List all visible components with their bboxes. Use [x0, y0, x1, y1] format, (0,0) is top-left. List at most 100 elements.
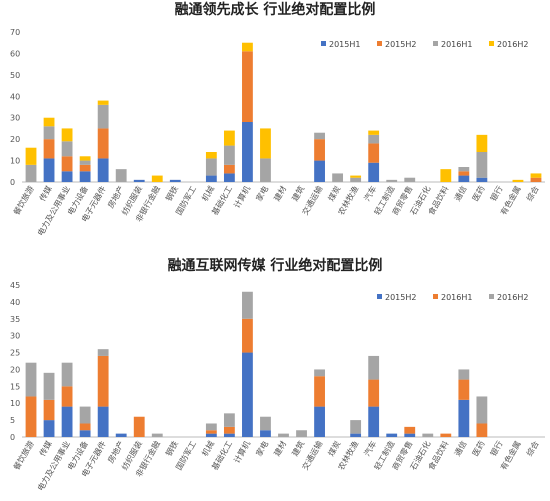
legend-swatch [377, 294, 382, 299]
x-tick-label: 机械 [199, 439, 216, 458]
x-tick-label: 通信 [452, 439, 469, 458]
bar-segment [368, 406, 380, 437]
bar-segment [404, 426, 416, 434]
y-tick-label: 30 [10, 332, 20, 341]
y-tick-label: 20 [10, 135, 20, 144]
bar-segment [151, 433, 163, 437]
bar-segment [223, 433, 235, 437]
bar-segment [242, 122, 253, 182]
bar-segment [25, 164, 37, 182]
bar-segment [115, 433, 127, 437]
x-tick-label: 传媒 [37, 184, 54, 203]
bar-segment [43, 158, 55, 182]
bar-segment [476, 177, 488, 182]
bar-segment [260, 128, 271, 159]
bar-segment [314, 406, 325, 437]
chart-title: 融通领先成长 行业绝对配置比例 [175, 1, 376, 18]
x-tick-label: 通信 [452, 184, 469, 203]
bar-segment [458, 369, 470, 380]
bar-segment [223, 426, 235, 434]
x-tick-label: 建材 [272, 439, 289, 458]
bar-segment [223, 173, 235, 182]
bar-segment [278, 433, 289, 437]
legend-swatch [321, 41, 326, 46]
bar-segment [476, 152, 488, 178]
bar-segment [458, 379, 470, 400]
x-tick-label: 银行 [488, 184, 505, 203]
bar-segment [43, 126, 55, 140]
bar-segment [368, 134, 380, 144]
bar-segment [386, 179, 398, 182]
bar-segment [151, 175, 163, 182]
bar-segment [25, 396, 37, 437]
bar-segment [350, 175, 362, 178]
y-tick-label: 15 [10, 382, 20, 391]
bar-segment [422, 433, 434, 437]
y-tick-label: 40 [10, 298, 20, 307]
bar-segment [476, 423, 488, 437]
bar-segment [61, 386, 73, 407]
bar-segment [223, 130, 235, 146]
legend-label: 2016H2 [497, 40, 528, 49]
x-tick-label: 建材 [272, 184, 289, 203]
y-tick-label: 45 [10, 281, 20, 290]
bar-segment [242, 318, 253, 353]
x-tick-label: 钢铁 [163, 439, 180, 458]
bar-segment [512, 179, 524, 182]
bar-segment [223, 145, 235, 165]
x-tick-label: 餐饮旅游 [11, 184, 36, 217]
bar-segment [314, 160, 325, 182]
x-tick-label: 餐饮旅游 [11, 439, 36, 472]
bar-segment [97, 104, 109, 129]
x-tick-label: 汽车 [362, 439, 379, 458]
bar-segment [79, 406, 91, 424]
bar-segment [458, 175, 470, 182]
bar-segment [205, 423, 217, 431]
bar-segment [79, 160, 91, 165]
bar-segment [476, 396, 488, 424]
bar-segment [205, 430, 217, 434]
bar-segment [223, 164, 235, 174]
x-tick-label: 医药 [470, 439, 487, 458]
bar-segment [314, 132, 325, 140]
legend-label: 2016H2 [497, 293, 528, 302]
bar-segment [43, 420, 55, 437]
y-tick-label: 50 [10, 71, 20, 80]
bar-segment [386, 433, 398, 437]
bar-segment [133, 416, 145, 437]
bar-segment [296, 430, 307, 437]
bar-segment [97, 128, 109, 159]
bar-segment [350, 420, 362, 434]
y-tick-label: 20 [10, 365, 20, 374]
bar-segment [79, 156, 91, 161]
bar-segment [314, 139, 325, 161]
bar-segment [458, 171, 470, 176]
bar-segment [314, 369, 325, 377]
legend-swatch [377, 41, 382, 46]
bar-segment [440, 169, 452, 182]
y-tick-label: 5 [10, 416, 15, 425]
x-tick-label: 医药 [470, 184, 487, 203]
legend-swatch [489, 294, 494, 299]
bar-segment [242, 42, 253, 52]
bar-segment [242, 291, 253, 319]
bar-segment [79, 423, 91, 431]
bar-segment [314, 376, 325, 407]
bar-segment [530, 173, 542, 178]
bar-segment [43, 399, 55, 421]
bar-segment [97, 355, 109, 407]
bar-segment [169, 179, 181, 182]
y-tick-label: 70 [10, 28, 20, 37]
x-tick-label: 建筑 [290, 439, 307, 458]
legend-label: 2015H2 [385, 293, 416, 302]
y-tick-label: 35 [10, 315, 20, 324]
bar-segment [458, 399, 470, 437]
bar-segment [61, 362, 73, 387]
bar-segment [205, 152, 217, 159]
y-tick-label: 0 [10, 178, 15, 187]
bar-segment [61, 171, 73, 182]
bar-segment [260, 158, 271, 182]
bar-segment [350, 177, 362, 182]
bar-segment [97, 158, 109, 182]
